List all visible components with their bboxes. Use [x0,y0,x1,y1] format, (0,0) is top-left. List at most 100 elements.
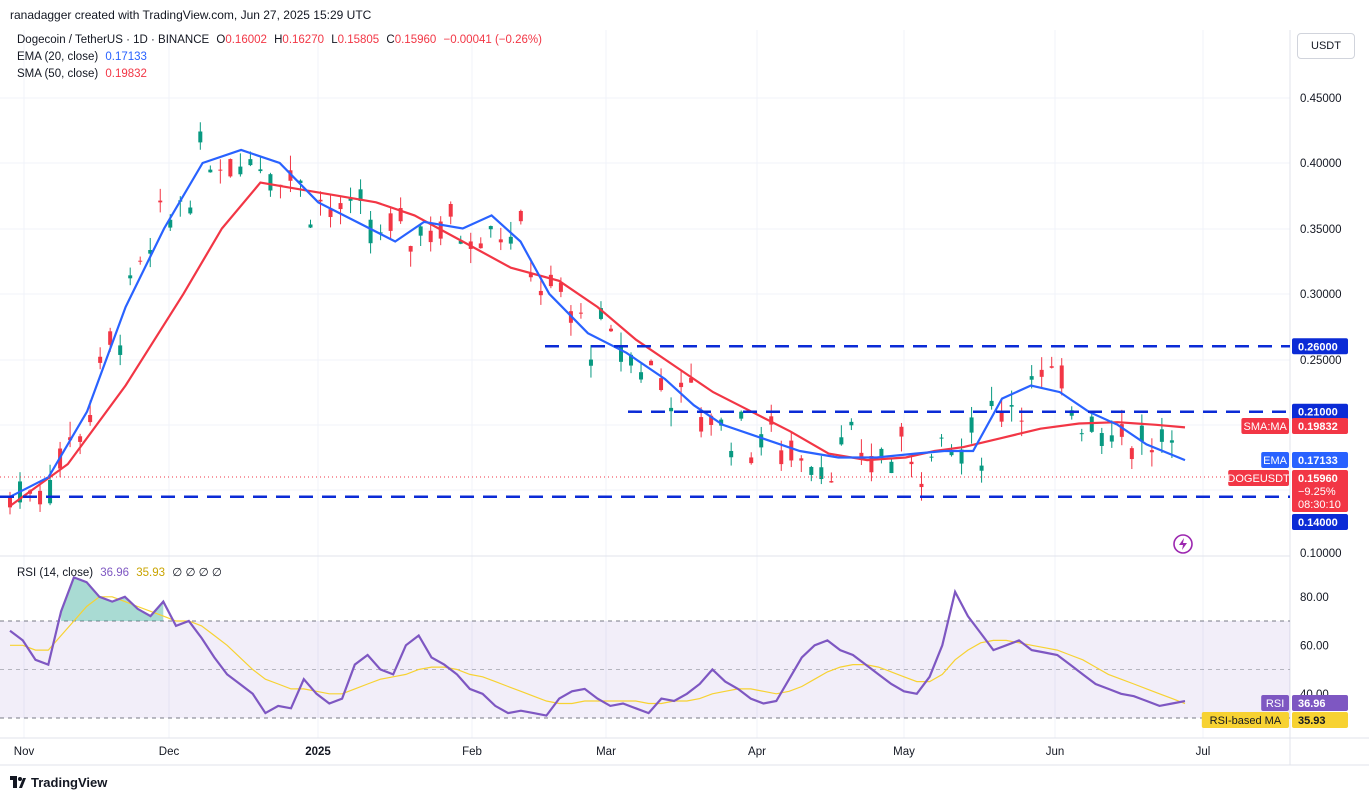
candle-body [218,169,223,171]
candle-body [478,243,483,249]
candle-body [78,436,83,442]
candle-body [899,426,904,437]
candle-body [1079,433,1084,435]
ema-tag-name: EMA [1263,455,1288,467]
candle-body [358,189,363,201]
rsi-legend-label: RSI (14, close) [17,567,94,579]
candle-body [1039,369,1044,377]
candle-body [1059,365,1064,389]
time-axis[interactable]: Nov Dec 2025 Feb Mar Apr May Jun Jul [14,746,1211,758]
time-tick: Jul [1196,746,1211,758]
sma-legend[interactable]: SMA (50, close) 0.19832 [17,68,147,80]
rsi-legend-value: 36.96 [100,567,130,579]
high-label: H [274,34,283,46]
candle-body [769,416,774,425]
candle-body [929,456,934,458]
candle-body [188,207,193,214]
candle-body [1009,405,1014,407]
candle-body [849,421,854,426]
candle-body [448,203,453,217]
ema-line [9,148,1186,498]
candle-body [1109,435,1114,442]
candle-body [919,483,924,488]
level-tag-value-box [1292,514,1348,530]
ema-tag-name-box [1261,452,1289,468]
candle-body [999,411,1004,422]
rsi-tag-value-box [1292,695,1348,711]
rsi-ma-tag-value-box [1292,712,1348,728]
candle-body [669,407,674,412]
candle-body [1029,376,1034,380]
candle-body [258,169,263,172]
support-resistance-levels [0,345,1290,499]
sma-legend-label: SMA (50, close) [17,68,99,80]
open-label: O [216,34,226,46]
price-axis[interactable]: 0.45000 0.40000 0.35000 0.30000 0.25000 0.100… [1300,93,1342,560]
candle-body [138,260,143,262]
time-tick: Jun [1046,746,1065,758]
rsi-ma-tag-value: 35.93 [1298,715,1326,727]
candle-body [629,354,634,366]
tradingview-logo-icon [10,776,26,788]
level-tag-value: 0.21000 [1298,407,1338,419]
candle-body [969,417,974,433]
candle-body [108,331,113,345]
sma-tag-value-box [1292,418,1348,434]
rsi-ma-line [10,596,1186,705]
candle-body [1119,424,1124,437]
candle-body [98,356,103,363]
price-gridlines [0,97,1290,491]
tradingview-logo[interactable]: TradingView [10,775,107,790]
candle-body [268,174,273,191]
candle-body [388,213,393,231]
candle-body [869,456,874,473]
last-price-tag-value-box [1292,470,1348,512]
candle-body [398,208,403,222]
rsi-tag-name-box [1261,695,1289,711]
candle-body [528,273,533,278]
price-tick: 0.10000 [1300,548,1342,560]
price-tags: 0.26000 0.21000 0.14000 SMA:MA 0.19832 EMA 0.1… [1201,338,1348,728]
candle-body [799,458,804,461]
candle-body [88,415,93,423]
ema-legend[interactable]: EMA (20, close) 0.17133 [17,51,147,63]
currency-unit-button[interactable]: USDT [1297,33,1355,59]
candle-body [1069,410,1074,416]
candle-body [879,448,884,457]
symbol-legend[interactable]: Dogecoin / TetherUS · 1D · BINANCE O0.16… [17,34,542,46]
candle-body [148,250,153,254]
ema-legend-value: 0.17133 [105,51,147,63]
candle-body [198,131,203,143]
time-tick: Feb [462,746,482,758]
candle-body [989,400,994,407]
level-tag-value-box [1292,338,1348,355]
level-tag-value: 0.26000 [1298,341,1338,353]
candle-body [1019,420,1024,422]
candle-body [699,417,704,432]
rsi-legend[interactable]: RSI (14, close) 36.96 35.93 ∅ ∅ ∅ ∅ [17,565,222,579]
level-tag-value-box [1292,403,1348,420]
lightning-icon[interactable] [1173,534,1193,554]
open-value: 0.16002 [225,34,267,46]
price-tick: 0.45000 [1300,93,1342,105]
low-label: L [331,34,338,46]
candle-body [859,452,864,459]
candle-body [649,360,654,366]
high-value: 0.16270 [282,34,324,46]
candle-body [909,461,914,465]
ema-tag-value: 0.17133 [1298,455,1338,467]
rsi-ma-tag-name: RSI-based MA [1210,715,1282,727]
attribution: ranadagger created with TradingView.com,… [10,8,372,22]
candle-body [679,382,684,388]
candle-body [729,450,734,458]
price-tick: 0.40000 [1300,158,1342,170]
candle-body [408,246,413,252]
price-tick: 0.25000 [1300,355,1342,367]
candle-body [779,450,784,465]
symbol-name: Dogecoin / TetherUS · 1D · BINANCE [17,34,210,46]
candle-body [1049,366,1054,368]
candle-body [558,282,563,292]
candle-body [578,312,583,314]
